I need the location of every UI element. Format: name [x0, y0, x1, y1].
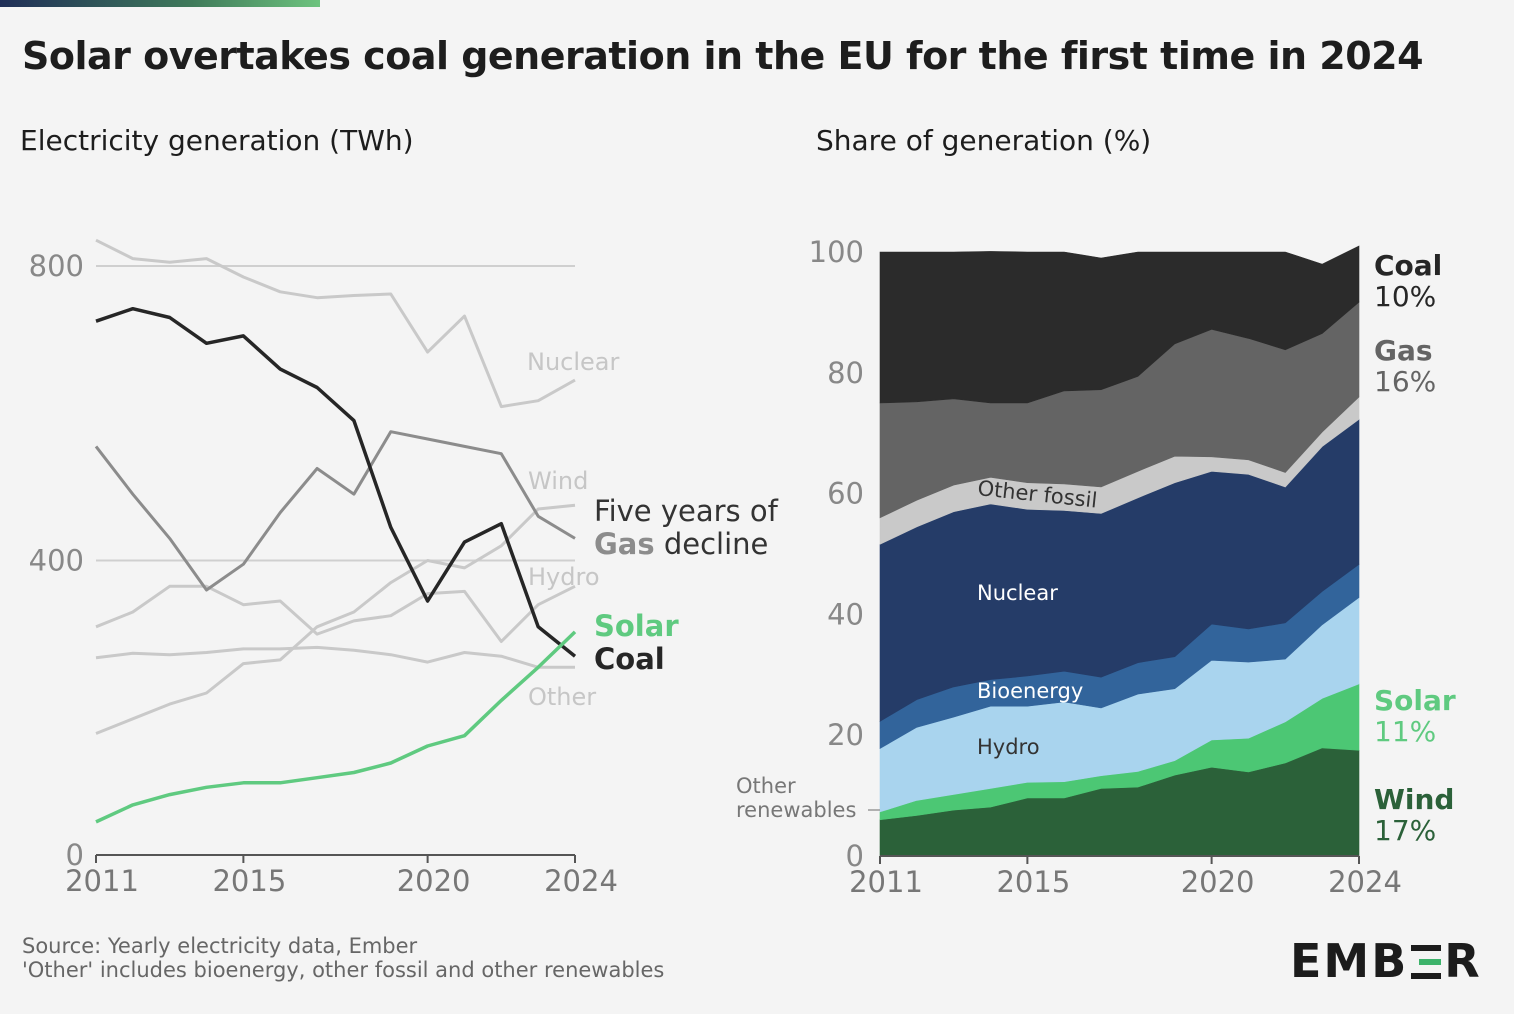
- end-value-solar: 11%: [1374, 715, 1436, 748]
- end-label-gas: Gas: [1374, 334, 1433, 367]
- end-value-coal: 10%: [1374, 280, 1436, 313]
- y-tick-label: 400: [29, 544, 84, 578]
- y-tick-label: 20: [827, 718, 864, 752]
- label-wind: Wind: [528, 467, 588, 495]
- y-tick-label: 800: [29, 249, 84, 283]
- label-nuclear: Nuclear: [527, 348, 620, 376]
- charts-canvas: 2011 2015 2020 20240400800NuclearWindHydroO…: [29, 235, 1456, 899]
- label-hydro: Hydro: [528, 563, 600, 591]
- x-tick-label: 2024: [544, 864, 618, 898]
- source-note: Source: Yearly electricity data, Ember '…: [22, 934, 664, 982]
- end-value-wind: 17%: [1374, 814, 1436, 847]
- x-tick-label: 2011: [849, 865, 923, 899]
- right-chart-title: Share of generation (%): [816, 124, 1152, 157]
- logo-e-mark: [1411, 945, 1442, 979]
- label-gas-note-line2: Gas decline: [594, 527, 768, 561]
- label-gas-note-bold: Gas: [594, 527, 655, 561]
- series-line-gas: [94, 430, 576, 592]
- series-line-coal: [95, 306, 577, 658]
- source-line: 'Other' includes bioenergy, other fossil…: [22, 958, 665, 982]
- label-gas-note-line1: Five years of: [594, 494, 779, 528]
- ember-logo: EMB R: [1290, 934, 1482, 988]
- label-other-renewables-line2: renewables: [736, 798, 856, 822]
- line-chart: 2011 2015 2020 2024 0 400 800 Nuclear Wind Hydro O…: [29, 238, 779, 898]
- area-coal: [879, 245, 1360, 404]
- label-coal: Coal: [594, 642, 665, 676]
- series-line-solar: [95, 630, 577, 824]
- label-nuclear-area: Nuclear: [977, 581, 1058, 605]
- y-tick-label: 40: [827, 597, 864, 631]
- x-tick-label: 2015: [212, 864, 286, 898]
- y-tick-label: 100: [809, 235, 864, 269]
- brand-accent-bar: [0, 0, 320, 7]
- logo-text: EMB: [1290, 934, 1409, 988]
- source-line: Source: Yearly electricity data, Ember: [22, 934, 418, 958]
- label-other: Other: [528, 683, 596, 711]
- left-chart-title: Electricity generation (TWh): [20, 124, 414, 157]
- series-line-hydro: [95, 503, 576, 735]
- series-line-other: [95, 645, 575, 669]
- x-tick-label: 2011: [65, 864, 139, 898]
- end-label-coal: Coal: [1374, 249, 1442, 282]
- y-tick-label: 60: [827, 477, 864, 511]
- y-tick-label: 0: [846, 839, 864, 873]
- x-tick-label: 2020: [397, 864, 471, 898]
- x-tick-label: 2015: [996, 865, 1070, 899]
- x-tick-label: 2020: [1181, 865, 1255, 899]
- logo-text: R: [1444, 934, 1482, 988]
- label-bioenergy-area: Bioenergy: [977, 679, 1083, 703]
- series-line-nuclear: [95, 238, 576, 409]
- end-label-solar: Solar: [1374, 684, 1456, 717]
- label-hydro-area: Hydro: [977, 735, 1040, 759]
- end-value-gas: 16%: [1374, 365, 1436, 398]
- label-gas-note-rest: decline: [655, 527, 769, 561]
- y-tick-label: 80: [827, 356, 864, 390]
- label-other-renewables-line1: Other: [736, 774, 796, 798]
- series-line-wind: [95, 584, 576, 643]
- y-tick-label: 0: [66, 838, 84, 872]
- label-solar: Solar: [594, 609, 679, 643]
- page-title: Solar overtakes coal generation in the E…: [22, 34, 1424, 78]
- x-tick-label: 2024: [1328, 865, 1402, 899]
- end-label-wind: Wind: [1374, 783, 1454, 816]
